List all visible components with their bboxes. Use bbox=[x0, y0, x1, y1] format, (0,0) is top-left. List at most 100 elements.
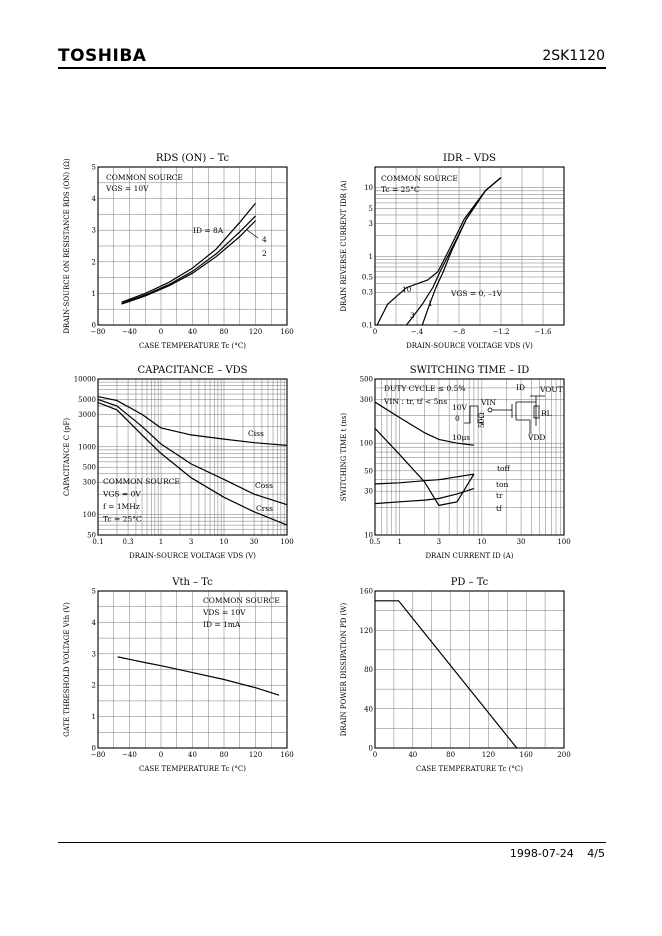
pd-y-tick-label: 120 bbox=[360, 627, 373, 635]
pd-x-axis-label: CASE TEMPERATURE Tc (°C) bbox=[416, 765, 523, 773]
sw-series-line-tf bbox=[374, 488, 475, 505]
cap-x-tick-label: 3 bbox=[189, 538, 193, 546]
cap-annotation: COMMON SOURCE bbox=[103, 477, 180, 486]
sw-y-tick-label: 50 bbox=[364, 467, 373, 475]
sw-annotation: VIN bbox=[480, 398, 496, 407]
idr-y-axis-label: DRAIN REVERSE CURRENT IDR (A) bbox=[340, 180, 348, 312]
vth-y-tick-label: 3 bbox=[92, 650, 96, 658]
rds-x-tick-label: −40 bbox=[122, 328, 137, 336]
sw-y-tick-label: 10 bbox=[364, 532, 373, 540]
rds-y-tick-label: 4 bbox=[92, 195, 97, 203]
vth-annotation: VDS = 10V bbox=[202, 608, 246, 617]
idr-y-tick-label: 3 bbox=[369, 220, 373, 228]
footer-page: 4/5 bbox=[587, 847, 605, 860]
idr-title: IDR – VDS bbox=[443, 153, 496, 164]
sw-title: SWITCHING TIME – ID bbox=[410, 365, 529, 376]
rds-series-line-2 bbox=[121, 220, 256, 305]
rds-x-tick-label: 80 bbox=[220, 328, 229, 336]
rds-series-label: 4 bbox=[262, 235, 267, 244]
pd-x-tick-label: 200 bbox=[557, 751, 570, 759]
sw-annotation: ID bbox=[516, 383, 525, 392]
rds-y-tick-label: 0 bbox=[92, 322, 96, 330]
vth-annotation: ID = 1mA bbox=[203, 620, 241, 629]
idr-y-tick-label: 5 bbox=[369, 205, 373, 213]
vth-y-tick-label: 1 bbox=[92, 713, 96, 721]
cap-series-label: Ciss bbox=[248, 429, 264, 438]
rds-y-tick-label: 5 bbox=[92, 164, 96, 172]
rds-annotation: ID = 8A bbox=[193, 226, 224, 235]
footer-rule bbox=[58, 842, 606, 843]
vth-y-tick-label: 5 bbox=[92, 588, 96, 596]
idr-x-tick-label: −1.2 bbox=[493, 328, 510, 336]
rds-series-line-4 bbox=[121, 215, 256, 305]
pd-chart bbox=[374, 590, 565, 749]
idr-series-label: 1 bbox=[428, 299, 433, 308]
idr-y-tick-label: 10 bbox=[364, 184, 373, 192]
sw-x-tick-label: 1 bbox=[397, 538, 401, 546]
sw-annotation: 50Ω bbox=[477, 412, 486, 428]
cap-annotation: Tc = 25°C bbox=[103, 515, 142, 524]
rds-y-tick-label: 3 bbox=[92, 227, 96, 235]
sw-series-label: toff bbox=[497, 464, 511, 473]
rds-y-axis-label: DRAIN-SOURCE ON RESISTANCE RDS (ON) (Ω) bbox=[63, 158, 71, 334]
idr-annotation: COMMON SOURCE bbox=[381, 174, 458, 183]
idr-y-tick-label: 0.1 bbox=[362, 322, 373, 330]
sw-plot-frame bbox=[374, 378, 565, 536]
sw-x-tick-label: 10 bbox=[477, 538, 486, 546]
part-number: 2SK1120 bbox=[542, 48, 605, 64]
idr-annotation: VGS = 0, –1V bbox=[450, 289, 503, 298]
rds-plot-frame bbox=[97, 166, 288, 326]
pd-y-tick-label: 0 bbox=[369, 745, 373, 753]
sw-series-label: tf bbox=[496, 504, 503, 513]
vth-x-axis-label: CASE TEMPERATURE Tc (°C) bbox=[139, 765, 246, 773]
cap-series-label: Coss bbox=[255, 481, 273, 490]
sw-test-circuit bbox=[464, 395, 545, 434]
sw-x-tick-label: 100 bbox=[557, 538, 570, 546]
cap-y-tick-label: 500 bbox=[83, 464, 96, 472]
cap-y-tick-label: 50 bbox=[87, 532, 96, 540]
idr-annotation: Tc = 25°C bbox=[381, 185, 420, 194]
rds-chart bbox=[97, 166, 288, 326]
sw-y-tick-label: 500 bbox=[360, 376, 373, 384]
sw-circuit-wires bbox=[492, 395, 545, 434]
idr-x-tick-label: −.4 bbox=[411, 328, 424, 336]
rds-x-tick-label: 0 bbox=[159, 328, 163, 336]
vth-title: Vth – Tc bbox=[171, 577, 213, 588]
sw-x-tick-label: 3 bbox=[437, 538, 441, 546]
rds-label-leader bbox=[246, 229, 259, 239]
idr-y-tick-label: 1 bbox=[369, 253, 373, 261]
sw-chart bbox=[374, 378, 565, 536]
vth-chart bbox=[97, 590, 288, 749]
idr-series-label: 3 bbox=[410, 311, 415, 320]
rds-series-line-8 bbox=[121, 202, 256, 303]
pd-x-tick-label: 80 bbox=[446, 751, 455, 759]
rds-y-tick-label: 1 bbox=[92, 290, 96, 298]
sw-x-axis-label: DRAIN CURRENT ID (A) bbox=[425, 552, 513, 560]
pd-x-tick-label: 120 bbox=[482, 751, 495, 759]
cap-series-label: Crss bbox=[256, 504, 273, 513]
header-rule bbox=[58, 67, 606, 69]
pd-x-tick-label: 160 bbox=[520, 751, 533, 759]
pd-y-tick-label: 160 bbox=[360, 588, 373, 596]
idr-series-label: 10 bbox=[402, 285, 412, 294]
pd-title: PD – Tc bbox=[451, 577, 489, 588]
cap-x-tick-label: 30 bbox=[250, 538, 259, 546]
cap-annotation: VGS = 0V bbox=[102, 490, 141, 499]
cap-y-tick-label: 1000 bbox=[78, 443, 96, 451]
idr-x-tick-label: −.8 bbox=[453, 328, 466, 336]
cap-y-tick-label: 3000 bbox=[78, 411, 96, 419]
vth-y-tick-label: 0 bbox=[92, 745, 96, 753]
cap-series-line-Crss bbox=[97, 401, 288, 526]
idr-x-tick-label: 0 bbox=[373, 328, 377, 336]
pd-y-tick-label: 80 bbox=[364, 666, 373, 674]
cap-title: CAPACITANCE – VDS bbox=[138, 365, 248, 376]
cap-y-axis-label: CAPACITANCE C (pF) bbox=[63, 418, 71, 496]
vth-x-tick-label: 80 bbox=[220, 751, 229, 759]
rds-series-label: 2 bbox=[262, 249, 267, 258]
vth-plot-frame bbox=[97, 590, 288, 749]
sw-annotation: VIN : tr, tf < 5ns bbox=[383, 397, 447, 406]
sw-y-tick-label: 100 bbox=[360, 440, 373, 448]
sw-series-line-ton bbox=[374, 427, 475, 507]
footer-date: 1998-07-24 bbox=[509, 847, 574, 860]
sw-input-node bbox=[487, 407, 493, 413]
